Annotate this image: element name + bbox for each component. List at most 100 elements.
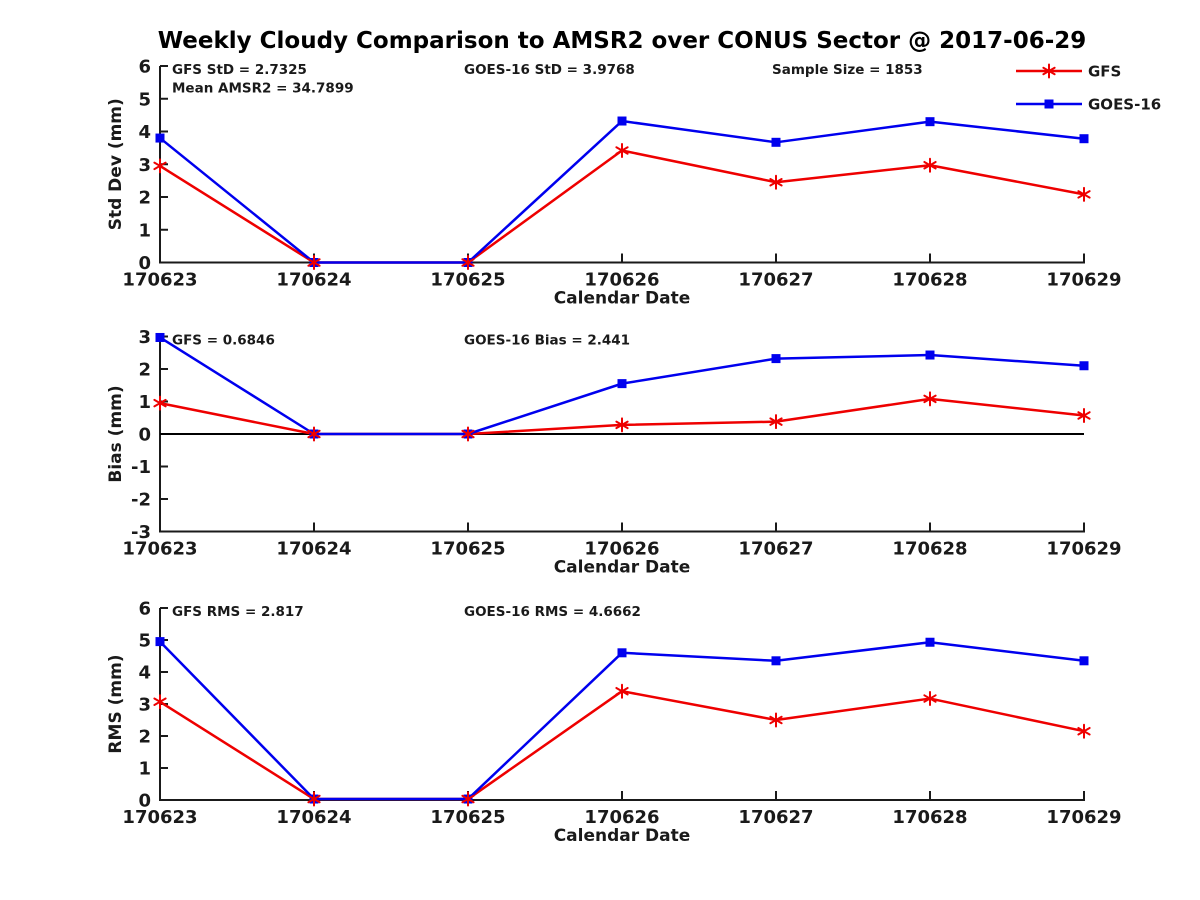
star-marker — [307, 255, 321, 270]
x-tick-label: 170629 — [1046, 807, 1121, 828]
x-tick-label: 170626 — [584, 539, 659, 560]
star-spoke — [923, 394, 937, 404]
x-tick-label: 170624 — [276, 807, 351, 828]
star-marker — [461, 255, 475, 270]
annotation: GOES-16 Bias = 2.441 — [464, 333, 630, 349]
x-tick-label: 170623 — [122, 539, 197, 560]
x-tick-label: 170629 — [1046, 539, 1121, 560]
star-marker — [769, 174, 783, 190]
x-tick-label: 170625 — [430, 807, 505, 828]
legend-label: GOES-16 — [1088, 96, 1161, 114]
star-spoke — [153, 697, 167, 707]
series-markers-gfs — [153, 142, 1091, 270]
annotation: GFS RMS = 2.817 — [172, 604, 304, 620]
square-marker — [155, 133, 165, 143]
x-tick-label: 170627 — [738, 807, 813, 828]
star-marker — [307, 791, 321, 807]
star-marker — [153, 694, 167, 710]
annotation: GFS = 0.6846 — [172, 333, 275, 349]
star-spoke — [1077, 411, 1091, 420]
annotation: GFS StD = 2.7325 — [172, 62, 307, 78]
star-spoke — [1077, 726, 1091, 736]
star-spoke — [1042, 66, 1056, 76]
chart-rms: 0 1 2 3 4 5 6 170623 170624 170625 170626 170627 170… — [106, 599, 1122, 847]
star-marker — [615, 683, 629, 699]
chart-std-dev: 0 1 2 3 4 5 6 170623 170624 170625 170626 170627 170… — [106, 57, 1161, 309]
star-spoke — [615, 686, 629, 696]
y-tick-label: 2 — [138, 360, 151, 381]
star-spoke — [1077, 190, 1091, 199]
star-marker — [1042, 63, 1056, 79]
x-tick-label: 170626 — [584, 270, 659, 291]
square-marker — [771, 137, 781, 147]
legend-label: GFS — [1088, 63, 1121, 81]
star-marker — [615, 417, 629, 433]
star-marker — [923, 391, 937, 407]
x-tick-label: 170623 — [122, 807, 197, 828]
series-markers-goes-16 — [155, 116, 1089, 267]
x-axis-title: Calendar Date — [554, 826, 691, 846]
x-tick-label: 170626 — [584, 807, 659, 828]
star-spoke — [923, 694, 937, 703]
series-line-goes-16 — [158, 640, 1086, 801]
square-marker — [617, 648, 627, 658]
star-marker — [769, 414, 783, 430]
square-marker — [1044, 99, 1054, 109]
y-tick-label: 3 — [138, 695, 151, 716]
star-marker — [461, 426, 475, 442]
x-axis-title: Calendar Date — [554, 289, 691, 309]
square-marker — [617, 116, 627, 126]
square-marker — [925, 350, 935, 360]
y-tick-label: 5 — [138, 631, 151, 652]
star-marker — [461, 791, 475, 807]
star-spoke — [153, 398, 167, 408]
star-spoke — [615, 146, 629, 155]
series-line-goes-16 — [158, 119, 1086, 264]
y-tick-label: -3 — [131, 522, 151, 543]
y-axis-title: Bias (mm) — [106, 385, 126, 482]
y-tick-label: 1 — [138, 220, 151, 241]
square-marker — [1079, 134, 1089, 144]
y-tick-label: 0 — [138, 253, 151, 274]
star-marker — [769, 712, 783, 728]
x-axis-title: Calendar Date — [554, 558, 691, 578]
series-line-gfs — [158, 149, 1086, 264]
y-tick-label: 3 — [138, 327, 151, 348]
figure-title: Weekly Cloudy Comparison to AMSR2 over C… — [157, 28, 1087, 54]
star-spoke — [461, 794, 475, 804]
star-spoke — [153, 161, 167, 171]
star-marker — [615, 142, 629, 158]
square-marker — [155, 332, 165, 342]
star-spoke — [307, 258, 321, 267]
star-marker — [307, 426, 321, 442]
square-marker — [925, 637, 935, 647]
annotation: Mean AMSR2 = 34.7899 — [172, 81, 354, 97]
x-tick-label: 170628 — [892, 270, 967, 291]
x-tick-label: 170625 — [430, 539, 505, 560]
star-spoke — [307, 429, 321, 439]
y-tick-label: -1 — [131, 457, 151, 478]
x-tick-label: 170628 — [892, 807, 967, 828]
star-marker — [923, 157, 937, 173]
star-spoke — [923, 160, 937, 170]
chart-bias: -3 -2 -1 0 1 2 3 170623 170624 170625 170626 170627… — [106, 327, 1122, 578]
y-tick-label: 0 — [138, 425, 151, 446]
x-tick-label: 170628 — [892, 539, 967, 560]
square-marker — [771, 354, 781, 364]
x-tick-label: 170627 — [738, 539, 813, 560]
x-tick-label: 170627 — [738, 270, 813, 291]
star-marker — [153, 395, 167, 411]
legend: GFS GOES-16 — [1016, 63, 1161, 114]
star-spoke — [307, 794, 321, 804]
x-tick-label: 170624 — [276, 270, 351, 291]
y-tick-label: 4 — [138, 122, 151, 143]
y-tick-label: -2 — [131, 490, 151, 511]
star-marker — [923, 691, 937, 707]
annotation: Sample Size = 1853 — [772, 62, 923, 78]
y-tick-label: 1 — [138, 392, 151, 413]
series-markers-gfs — [153, 683, 1091, 807]
x-tick-label: 170624 — [276, 539, 351, 560]
annotation: GOES-16 StD = 3.9768 — [464, 62, 635, 78]
y-tick-label: 4 — [138, 663, 151, 684]
